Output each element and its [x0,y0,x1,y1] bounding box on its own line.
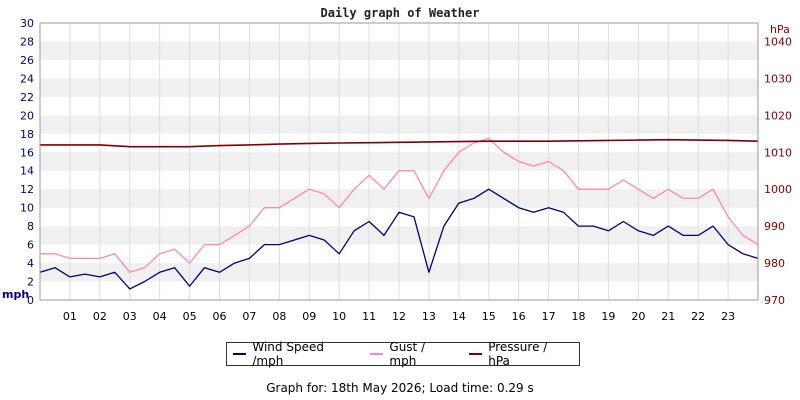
x-tick-label: 02 [93,310,107,323]
y-left-tick-label: 12 [20,183,34,196]
x-tick-label: 15 [482,310,496,323]
y-left-tick-label: 10 [20,202,34,215]
y-left-tick-label: 4 [27,257,34,270]
x-tick-label: 11 [362,310,376,323]
y-left-tick-label: 28 [20,35,34,48]
footer-text: Graph for: 18th May 2026; Load time: 0.2… [266,381,534,395]
x-tick-label: 10 [332,310,346,323]
y-right-tick-label: 1000 [764,183,792,196]
wind-speed-line [39,188,759,290]
y-left-tick-label: 20 [20,109,34,122]
y-right-tick-label: 1040 [764,35,792,48]
x-tick-label: 18 [572,310,586,323]
chart-legend: Wind Speed /mph Gust / mph Pressure / hP… [226,340,580,368]
plot-frame [39,22,759,301]
y-left-tick-label: 16 [20,146,34,159]
x-tick-label: 19 [601,310,615,323]
y-left-tick-label: 0 [27,294,34,307]
x-tick-label: 13 [422,310,436,323]
y-right-tick-label: 970 [764,294,785,307]
x-tick-label: 01 [63,310,77,323]
legend-item-gust: Gust / mph [370,340,453,368]
x-tick-label: 17 [542,310,556,323]
y-left-tick-label: 26 [20,54,34,67]
y-left-tick-label: 18 [20,128,34,141]
x-tick-label: 09 [302,310,316,323]
y-right-unit-label: hPa [770,23,790,36]
y-right-tick-label: 990 [764,220,785,233]
legend-item-pressure: Pressure / hPa [468,340,569,368]
x-tick-label: 12 [392,310,406,323]
y-left-tick-label: 6 [27,239,34,252]
legend-label-gust: Gust / mph [389,340,426,368]
y-right-tick-label: 1030 [764,72,792,85]
x-tick-label: 20 [631,310,645,323]
gust-line [40,137,759,273]
y-left-tick-label: 22 [20,91,34,104]
x-tick-label: 07 [242,310,256,323]
legend-swatch-pressure [468,353,483,355]
x-tick-label: 06 [213,310,227,323]
y-right-tick-label: 980 [764,257,785,270]
y-right-tick-label: 1020 [764,109,792,122]
x-tick-label: 05 [183,310,197,323]
chart-title: Daily graph of Weather [320,6,480,20]
x-tick-label: 22 [691,310,705,323]
y-left-tick-label: 30 [20,17,34,30]
y-right-tick-label: 1010 [764,146,792,159]
x-tick-label: 23 [721,310,735,323]
y-left-unit-label: mph [2,288,29,301]
pressure-line [40,138,759,148]
x-tick-label: 21 [661,310,675,323]
x-tick-label: 14 [452,310,466,323]
x-tick-label: 04 [153,310,167,323]
y-left-tick-label: 24 [20,72,34,85]
y-left-tick-label: 2 [27,276,34,289]
x-tick-label: 03 [123,310,137,323]
legend-label-wind: Wind Speed /mph [252,340,324,368]
x-tick-label: 16 [512,310,526,323]
legend-swatch-gust [370,353,384,355]
y-left-tick-label: 8 [27,220,34,233]
legend-swatch-wind [233,353,247,355]
y-left-tick-label: 14 [20,165,34,178]
legend-label-pressure: Pressure / hPa [488,340,548,368]
legend-item-wind: Wind Speed /mph [233,340,354,368]
x-tick-label: 08 [272,310,286,323]
